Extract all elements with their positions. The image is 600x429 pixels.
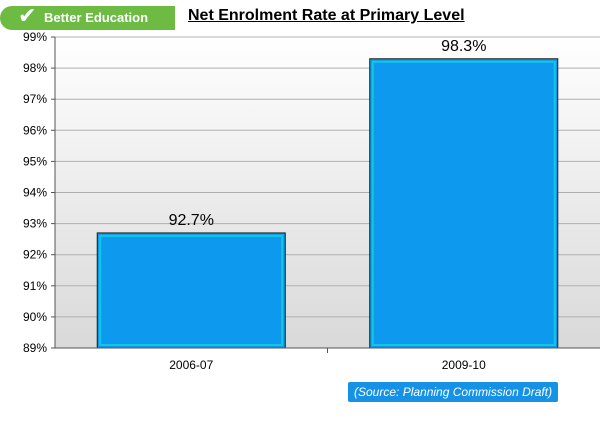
- x-tick-label: 2006-07: [169, 358, 213, 372]
- y-axis: 89% 90% 91% 92% 93% 94% 95% 96% 97% 98% 99%: [23, 30, 56, 355]
- x-tick-label: 2009-10: [442, 358, 486, 372]
- data-label: 98.3%: [441, 38, 486, 55]
- data-label: 92.7%: [169, 212, 214, 229]
- bars: 92.7% 98.3%: [96, 38, 559, 349]
- bar-highlight: [371, 60, 556, 347]
- y-tick-label: 93%: [23, 217, 47, 231]
- y-tick-label: 91%: [23, 279, 47, 293]
- y-tick-label: 97%: [23, 92, 47, 106]
- chart-title: Net Enrolment Rate at Primary Level: [188, 7, 465, 24]
- x-axis: 2006-07 2009-10: [55, 347, 600, 372]
- y-tick-label: 94%: [23, 186, 47, 200]
- check-icon: ✔: [18, 4, 37, 29]
- source-note: (Source: Planning Commission Draft): [348, 382, 559, 402]
- y-tick-label: 99%: [23, 30, 47, 44]
- y-tick-label: 98%: [23, 61, 47, 75]
- badge-label: Better Education: [44, 10, 149, 25]
- badge: ✔ Better Education: [0, 4, 175, 30]
- y-tick-label: 90%: [23, 310, 47, 324]
- y-tick-label: 89%: [23, 341, 47, 355]
- bar-highlight: [99, 234, 284, 346]
- y-tick-label: 96%: [23, 123, 47, 137]
- bar: [96, 232, 286, 349]
- bar: [369, 58, 559, 349]
- y-tick-label: 92%: [23, 248, 47, 262]
- y-tick-label: 95%: [23, 154, 47, 168]
